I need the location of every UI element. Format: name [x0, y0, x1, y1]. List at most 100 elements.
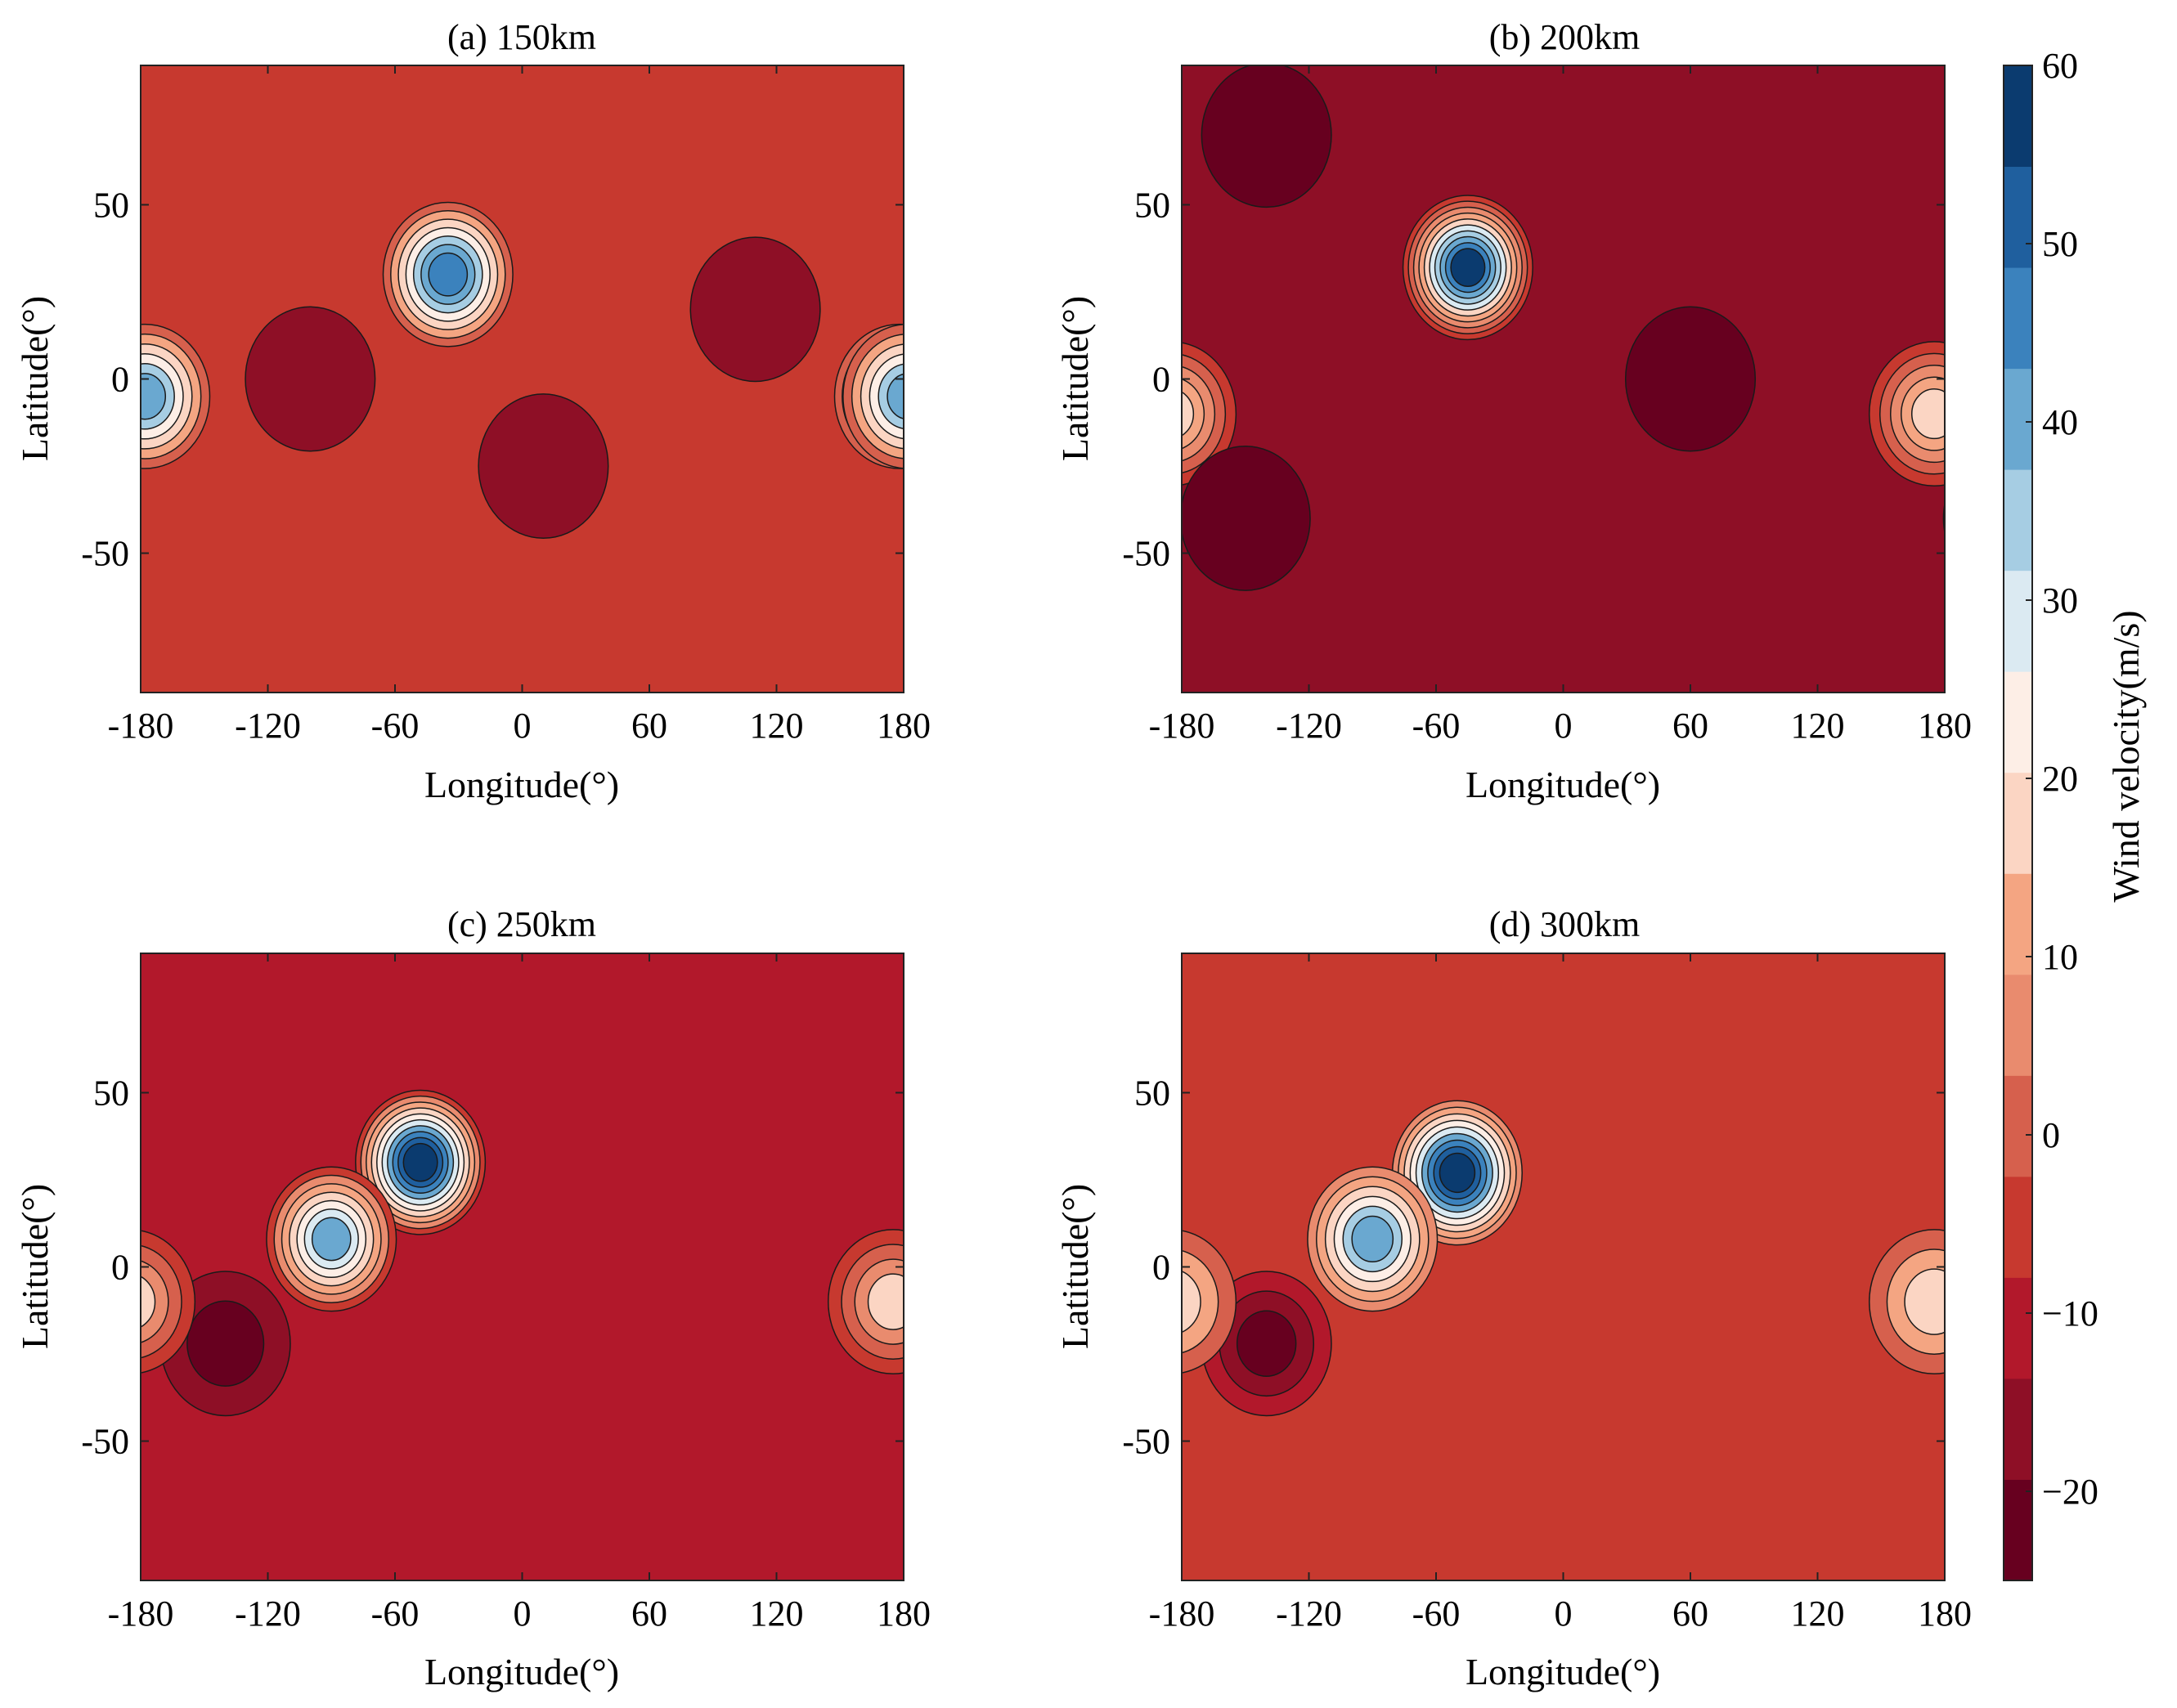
contour-d-3-2: [1182, 1270, 1201, 1334]
contour-d-3-1: [1182, 1249, 1219, 1354]
x-tick-label: -120: [1276, 706, 1342, 746]
contour-a-4-0: [245, 306, 376, 452]
colorbar-ticks: 60 50 40 30 20 10 0 −10 −20: [2026, 46, 2098, 1512]
contour-b-1-4: [1182, 391, 1195, 437]
contour-c-1-6: [311, 1217, 352, 1262]
colorbar-label: Wind velocity(m/s): [2105, 610, 2147, 902]
colorbar-band: [2004, 974, 2032, 1076]
y-tick-label: 0: [1152, 360, 1170, 400]
x-axis-label-a: Longitude(°): [424, 764, 619, 805]
colorbar-band: [2004, 1176, 2032, 1278]
y-tick-label: 50: [93, 1073, 129, 1113]
contour-a-3-0: [689, 236, 821, 383]
x-axis-label-b: Longitude(°): [1466, 764, 1660, 805]
y-tick-label: 0: [111, 360, 129, 400]
y-ticks-d: 50 0 -50: [1122, 1073, 1945, 1462]
y-tick-label: -50: [81, 1422, 129, 1462]
colorbar-band: [2004, 65, 2032, 168]
panel-title-c: (c) 250km: [447, 904, 596, 944]
contour-a-2-5: [887, 373, 904, 419]
colorbar-bands: [2004, 65, 2032, 1581]
colorbar-band: [2004, 368, 2032, 470]
x-tick-label: -180: [108, 1594, 174, 1634]
colorbar-tick-label: −20: [2042, 1472, 2098, 1512]
colorbar: 60 50 40 30 20 10 0 −10 −20 Wind velocity(m/s): [2003, 46, 2147, 1581]
x-tick-label: -60: [371, 706, 420, 746]
y-ticks-a: 50 0 -50: [81, 185, 904, 574]
colorbar-tick-label: 60: [2042, 46, 2078, 86]
colorbar-tick-label: 50: [2042, 224, 2078, 264]
colorbar-band: [2004, 1277, 2032, 1379]
x-tick-label: 180: [877, 706, 931, 746]
contour-field-d: [1182, 953, 1945, 1580]
contour-b-2-0: [1624, 306, 1757, 452]
contour-d-0-8: [1439, 1152, 1476, 1194]
contour-b-1-3: [1182, 378, 1205, 450]
contour-b-0-9: [1450, 248, 1486, 287]
x-tick-label: 120: [750, 1594, 804, 1634]
contour-c-3-3: [141, 1275, 156, 1328]
colorbar-tick-label: 30: [2042, 581, 2078, 621]
colorbar-tick-label: −10: [2042, 1293, 2098, 1334]
contour-a-2-5: [141, 373, 167, 420]
contour-a-5-0: [478, 393, 609, 539]
x-axis-label-d: Longitude(°): [1466, 1651, 1660, 1692]
colorbar-band: [2004, 267, 2032, 370]
x-tick-label: 0: [514, 1594, 532, 1634]
colorbar-band: [2004, 671, 2032, 773]
contour-b-3-0: [1182, 446, 1311, 591]
x-tick-label: 120: [1791, 706, 1845, 746]
y-tick-label: 0: [111, 1248, 129, 1288]
contour-b-1-4: [1910, 388, 1945, 440]
contour-d-3-2: [1904, 1268, 1945, 1335]
x-tick-label: 180: [1918, 1594, 1972, 1634]
contour-background-c: [141, 953, 904, 1580]
x-ticks-c: -180 -120 -60 0 60 120 180: [108, 953, 931, 1634]
contour-background-d: [1182, 953, 1945, 1580]
y-ticks-c: 50 0 -50: [81, 1073, 904, 1462]
contour-b-4-0: [1201, 65, 1332, 208]
y-tick-label: -50: [1122, 534, 1170, 574]
colorbar-band: [2004, 873, 2032, 975]
x-tick-label: 180: [877, 1594, 931, 1634]
x-tick-label: -120: [235, 706, 301, 746]
y-tick-label: -50: [81, 534, 129, 574]
contour-c-2-1: [186, 1300, 265, 1387]
colorbar-tick-label: 0: [2042, 1115, 2060, 1155]
y-tick-label: 50: [1134, 185, 1170, 225]
x-ticks-b: -180 -120 -60 0 60 120 180: [1149, 65, 1972, 746]
contour-c-3-2: [141, 1260, 169, 1343]
x-tick-label: 0: [514, 706, 532, 746]
colorbar-band: [2004, 570, 2032, 672]
y-ticks-b: 50 0 -50: [1122, 185, 1945, 574]
x-tick-label: -180: [1149, 1594, 1215, 1634]
x-ticks-d: -180 -120 -60 0 60 120 180: [1149, 953, 1972, 1634]
panel-d: (d) 300km -180 -120 -60 0 60 120 180 50 0 -50 Lo…: [1054, 904, 1972, 1692]
contour-c-0-9: [402, 1142, 438, 1182]
colorbar-band: [2004, 1378, 2032, 1480]
colorbar-band: [2004, 1075, 2032, 1177]
x-axis-label-c: Longitude(°): [424, 1651, 619, 1692]
panel-c: (c) 250km -180 -120 -60 0 60 120 180 50 0 -50 Lo…: [14, 904, 931, 1692]
x-tick-label: 180: [1918, 706, 1972, 746]
panel-title-d: (d) 300km: [1489, 904, 1641, 944]
panel-a: (a) 150km -180 -120 -60 0 60 120 180 50 0 -50 Lo…: [14, 17, 931, 805]
x-tick-label: 60: [631, 706, 667, 746]
contour-a-0-6: [428, 252, 469, 297]
panel-title-a: (a) 150km: [447, 17, 596, 57]
x-tick-label: 120: [1791, 1594, 1845, 1634]
colorbar-band: [2004, 772, 2032, 874]
x-tick-label: -180: [1149, 706, 1215, 746]
y-axis-label-d: Latitude(°): [1054, 1184, 1096, 1349]
contour-c-3-3: [867, 1273, 904, 1330]
x-tick-label: 60: [1672, 706, 1708, 746]
contour-d-1-5: [1351, 1215, 1394, 1263]
colorbar-band: [2004, 469, 2032, 572]
x-tick-label: 0: [1555, 1594, 1573, 1634]
x-tick-label: -60: [1412, 1594, 1461, 1634]
colorbar-band: [2004, 1479, 2032, 1581]
colorbar-tick-label: 20: [2042, 759, 2078, 799]
y-axis-label-a: Latitude(°): [14, 296, 56, 461]
x-tick-label: -180: [108, 706, 174, 746]
